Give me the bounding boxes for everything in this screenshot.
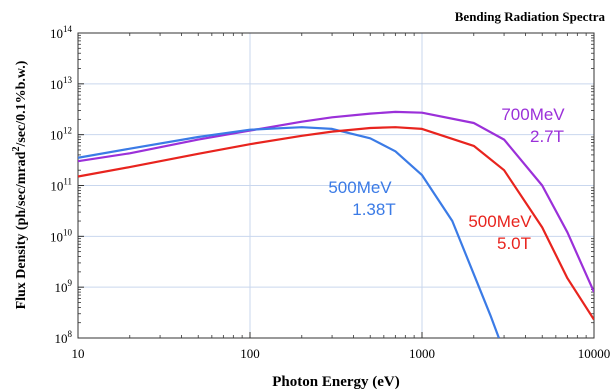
- series-group: [78, 110, 594, 338]
- axis-ticks: 10 100 1000 10000 108 109 1010 1011 1012 1013 1014: [50, 24, 610, 361]
- series-labels: 700MeV 2.7T 500MeV 1.38T 500MeV 5.0T: [328, 105, 565, 253]
- y-tick-label: 109: [55, 278, 73, 295]
- y-axis-label-tail: /sec/0.1%b.w.): [14, 60, 29, 147]
- series-label-0: 700MeV 2.7T: [501, 105, 565, 146]
- x-axis-label: Photon Energy (eV): [272, 374, 400, 390]
- y-axis-label-main: Flux Density (ph/sec/mrad: [14, 151, 29, 309]
- series-line-2: [78, 126, 594, 321]
- y-tick-label: 108: [55, 329, 73, 346]
- y-tick-label: 1013: [50, 75, 73, 92]
- x-tick-label: 10: [72, 346, 85, 361]
- y-tick-label: 1011: [50, 177, 72, 194]
- y-tick-label: 1010: [50, 227, 73, 244]
- y-tick-label: 1014: [50, 24, 73, 41]
- series-line-0: [78, 110, 594, 293]
- x-tick-label: 10000: [578, 346, 611, 361]
- series-label-2: 500MeV 5.0T: [468, 212, 532, 253]
- series-label-1: 500MeV 1.38T: [328, 178, 395, 219]
- y-tick-label: 1012: [50, 126, 72, 143]
- x-tick-label: 100: [240, 346, 260, 361]
- series-line-1: [78, 126, 500, 338]
- x-tick-label: 1000: [409, 346, 435, 361]
- y-axis-label-sup: 2: [11, 147, 22, 152]
- y-axis-label: Flux Density (ph/sec/mrad2/sec/0.1%b.w.): [11, 60, 29, 309]
- chart-title: Bending Radiation Spectra: [455, 9, 606, 24]
